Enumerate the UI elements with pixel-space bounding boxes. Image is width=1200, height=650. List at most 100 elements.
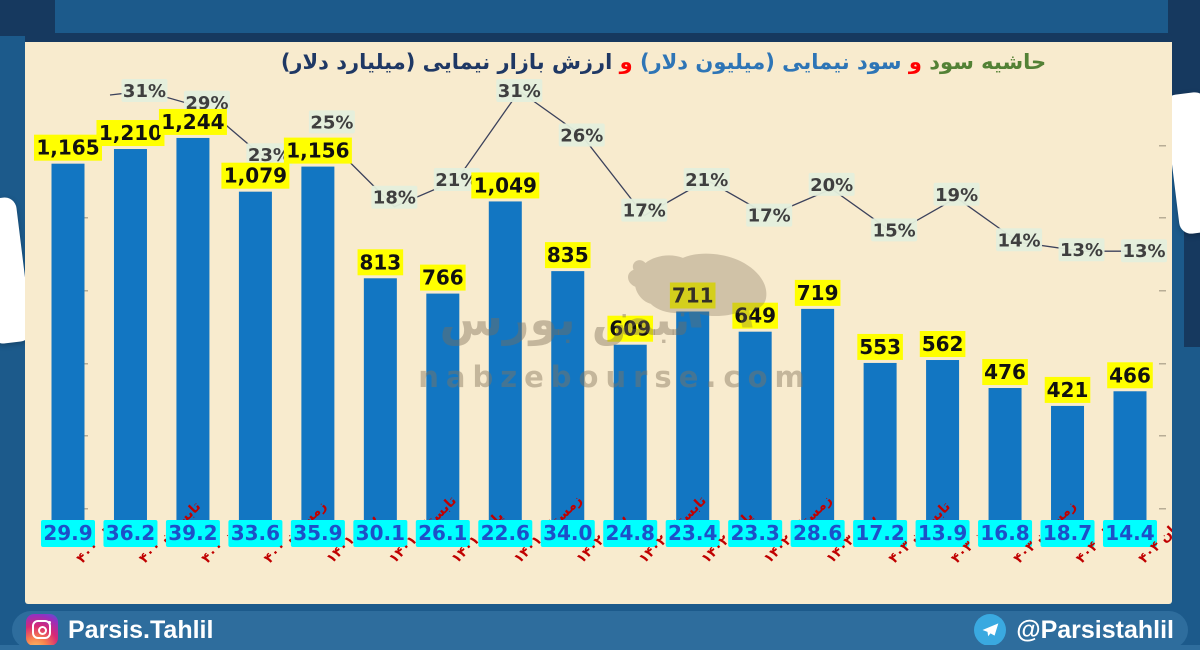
market-value-label: 22.6: [481, 521, 530, 545]
bar: [426, 293, 460, 543]
bar: [551, 271, 585, 543]
bar-value-label-bg: [919, 331, 966, 358]
bar-value-label-bg: [357, 249, 404, 276]
percent-label: 17%: [623, 201, 666, 222]
percent-label-bg: [558, 123, 605, 147]
percent-label-bg: [621, 198, 668, 222]
market-value-label: 14.4: [1105, 521, 1154, 545]
market-value-label-bg: [41, 520, 95, 547]
instagram-link[interactable]: Parsis.Tahlil: [26, 614, 213, 646]
bar-value-label-bg: [1107, 362, 1153, 389]
percent-label-bg: [121, 79, 168, 102]
bar-value-label-bg: [96, 120, 165, 147]
bar-value-label-bg: [471, 172, 540, 199]
bar-value-label-bg: [221, 162, 290, 189]
percent-label: 13%: [1060, 240, 1103, 261]
market-value-label-bg: [228, 520, 283, 547]
bar-value-label-bg: [544, 242, 591, 269]
bar-value-label: 609: [609, 317, 651, 341]
market-value-label-bg: [165, 520, 220, 547]
market-value-label-bg: [665, 520, 720, 547]
bar: [238, 191, 272, 543]
market-value-label: 23.3: [730, 521, 779, 545]
bar-value-label: 553: [859, 335, 901, 359]
percent-label: 25%: [310, 112, 353, 133]
market-value-label-bg: [978, 520, 1033, 547]
instagram-icon: [26, 614, 58, 646]
market-value-label-bg: [915, 520, 970, 547]
percent-label-bg: [683, 168, 730, 191]
percent-label: 18%: [373, 188, 416, 209]
bar: [51, 163, 85, 543]
market-value-label-bg: [853, 520, 908, 547]
deco-edge-top-right: [1168, 0, 1200, 95]
axis-tick: [1159, 145, 1166, 147]
title-segment: و: [901, 50, 930, 74]
bar-value-label: 1,049: [474, 173, 537, 197]
bar: [363, 278, 397, 543]
percent-label: 19%: [935, 185, 978, 206]
percent-label: 31%: [123, 81, 166, 102]
market-value-label: 36.2: [106, 521, 155, 545]
bar-value-label-bg: [607, 315, 654, 342]
percent-label-bg: [871, 218, 918, 242]
bar-value-label-bg: [420, 264, 466, 291]
percent-label-bg: [808, 172, 855, 196]
percent-label-bg: [308, 110, 355, 134]
bar-value-label-bg: [34, 134, 102, 161]
market-value-label: 24.8: [606, 521, 655, 545]
bar-value-label: 766: [422, 266, 464, 290]
bar: [676, 311, 710, 543]
combo-chart: 31% 29% 23% 25% 18% 21% 31% 26% 17% 21% 17% 20% 15% 1…: [34, 79, 1172, 567]
axis-tick: [1159, 290, 1166, 292]
chart-title: حاشیه سود و سود نیمایی (میلیون دلار) و ا…: [155, 50, 1172, 80]
percent-label-bg: [1058, 238, 1105, 262]
percent-label-bg: [246, 143, 293, 167]
market-value-label-bg: [415, 520, 470, 547]
market-value-label-bg: [103, 520, 158, 547]
percent-label: 26%: [560, 126, 603, 147]
percent-label: 13%: [1122, 241, 1165, 262]
axis-tick: [1159, 508, 1166, 510]
market-value-label: 26.1: [418, 521, 467, 545]
percent-label: 23%: [248, 145, 291, 166]
bar: [113, 149, 147, 544]
bar-value-label-bg: [857, 333, 903, 360]
bar-value-label: 1,210: [99, 121, 162, 145]
percent-label: 21%: [435, 170, 478, 191]
telegram-icon: [974, 614, 1007, 646]
bar-value-label: 711: [672, 283, 714, 307]
market-value-label-bg: [540, 520, 595, 547]
market-value-label-bg: [603, 520, 658, 547]
bar: [301, 166, 335, 544]
bar: [613, 344, 647, 543]
deco-corner-top-left: [0, 0, 55, 36]
percent-label-bg: [433, 168, 480, 191]
bar: [988, 388, 1022, 543]
market-value-label-bg: [353, 520, 408, 547]
bar-value-label: 835: [547, 243, 589, 267]
percent-label-bg: [933, 182, 980, 206]
market-value-label-bg: [290, 520, 345, 547]
bar: [863, 362, 897, 543]
instagram-handle: Parsis.Tahlil: [68, 615, 214, 644]
market-value-label: 13.9: [918, 521, 967, 545]
bar-value-label: 1,156: [286, 139, 349, 163]
market-value-label: 30.1: [356, 521, 405, 545]
bar-value-label-bg: [794, 279, 841, 306]
bar-value-label-bg: [732, 302, 778, 329]
market-value-label: 39.2: [168, 521, 217, 545]
bar-value-label: 649: [734, 304, 776, 328]
bar: [488, 201, 522, 543]
bar-value-label: 1,244: [161, 110, 224, 134]
bar-value-label-bg: [1044, 376, 1091, 403]
percent-label: 21%: [685, 170, 728, 191]
market-value-label: 17.2: [855, 521, 904, 545]
percent-label-bg: [996, 228, 1043, 252]
bar: [926, 360, 960, 543]
telegram-link[interactable]: @Parsistahlil: [974, 614, 1174, 646]
telegram-handle: @Parsistahlil: [1016, 615, 1174, 644]
title-segment: ارزش بازار نیمایی (میلیارد دلار): [280, 50, 613, 74]
bar-value-label-bg: [283, 137, 352, 164]
percent-label: 31%: [498, 81, 541, 102]
